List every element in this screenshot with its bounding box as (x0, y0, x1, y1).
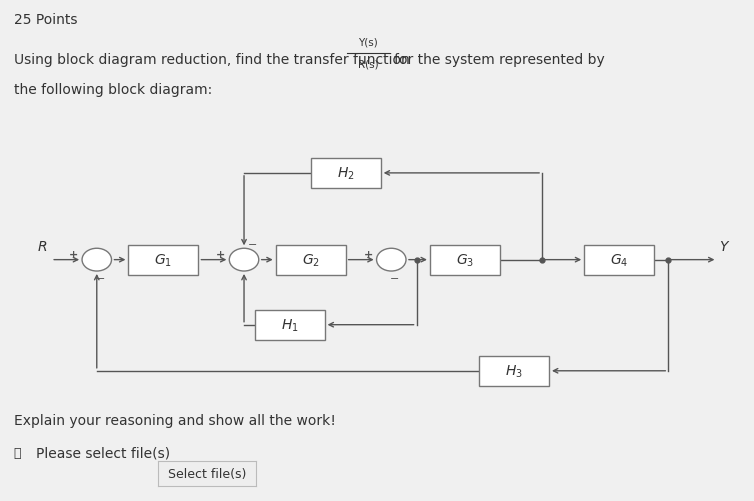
Text: for the system represented by: for the system represented by (394, 53, 605, 67)
Text: 📄: 📄 (14, 446, 21, 459)
Text: 25 Points: 25 Points (14, 13, 77, 27)
Bar (584, 245, 654, 275)
Text: Please select file(s): Please select file(s) (36, 446, 170, 460)
Circle shape (82, 249, 112, 272)
Text: +: + (69, 249, 78, 260)
Text: $G_2$: $G_2$ (302, 252, 320, 269)
Bar (311, 159, 381, 188)
Text: $G_3$: $G_3$ (456, 252, 474, 269)
Bar (479, 356, 549, 386)
Bar (255, 310, 325, 340)
Text: $H_2$: $H_2$ (337, 165, 354, 182)
Text: Y: Y (719, 239, 728, 254)
Circle shape (229, 249, 259, 272)
Text: +: + (363, 249, 372, 260)
Text: $H_1$: $H_1$ (280, 317, 299, 333)
Text: Using block diagram reduction, find the transfer function: Using block diagram reduction, find the … (14, 53, 414, 67)
Bar (128, 245, 198, 275)
Text: R(s): R(s) (357, 59, 379, 69)
Text: Y(s): Y(s) (358, 38, 378, 48)
Text: $G_1$: $G_1$ (155, 252, 173, 269)
Bar (430, 245, 500, 275)
Text: R: R (38, 239, 48, 254)
Text: +: + (216, 249, 225, 260)
Text: −: − (390, 273, 400, 283)
Bar (276, 245, 346, 275)
Text: $G_4$: $G_4$ (610, 252, 628, 269)
Text: the following block diagram:: the following block diagram: (14, 83, 212, 97)
Text: Explain your reasoning and show all the work!: Explain your reasoning and show all the … (14, 413, 336, 427)
Text: Select file(s): Select file(s) (168, 467, 247, 480)
Circle shape (376, 249, 406, 272)
Text: $H_3$: $H_3$ (505, 363, 523, 379)
Text: −: − (96, 273, 105, 283)
Text: −: − (248, 239, 257, 249)
